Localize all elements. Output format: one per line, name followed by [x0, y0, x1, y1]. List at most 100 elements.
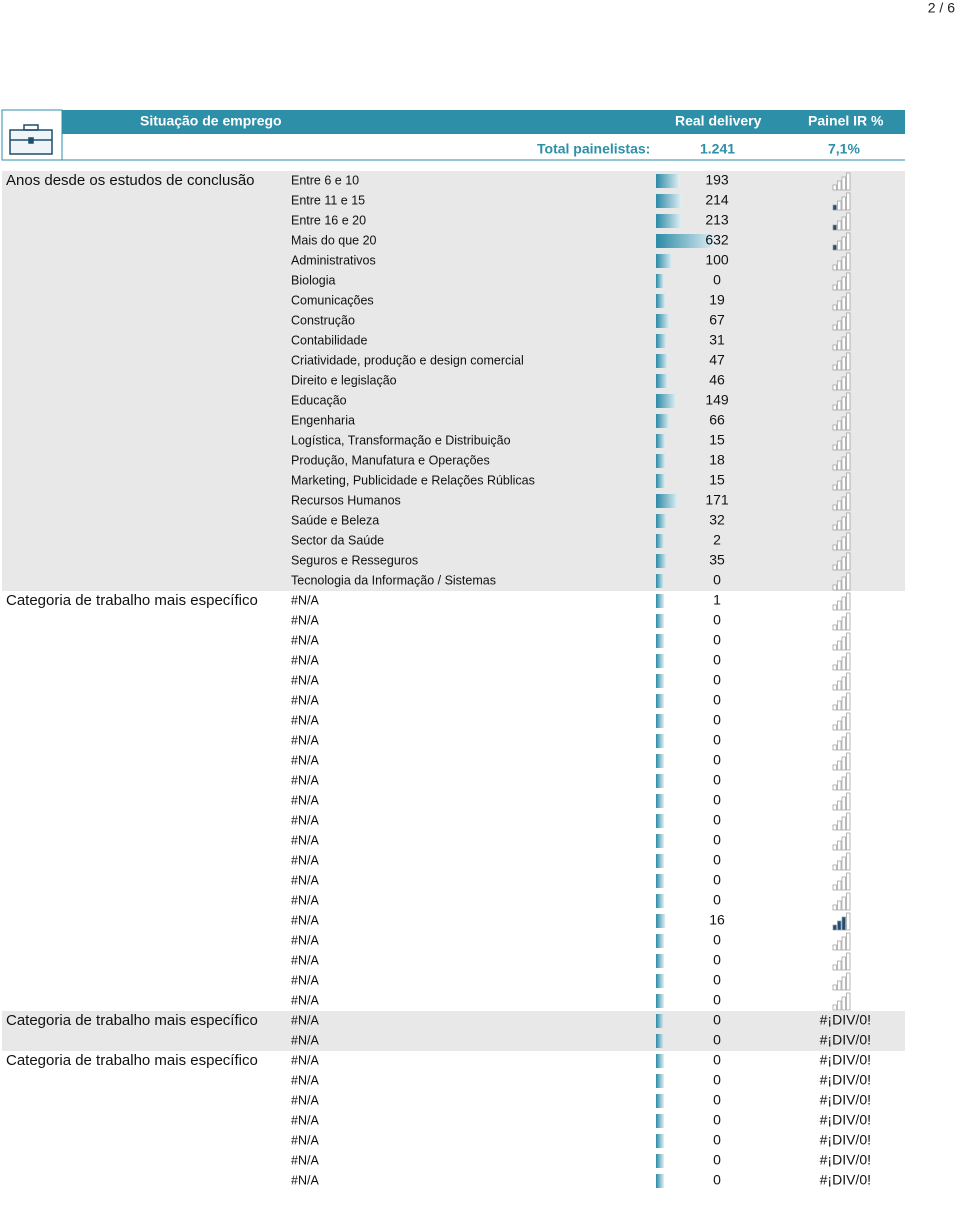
signal-bar	[832, 744, 837, 751]
data-bar	[656, 934, 664, 948]
row-label: #N/A	[291, 1173, 319, 1187]
data-bar	[656, 994, 664, 1008]
title: Situação de emprego	[140, 113, 282, 129]
row-label: #N/A	[291, 1033, 319, 1047]
data-bar	[656, 974, 664, 988]
row-value: 0	[713, 632, 721, 648]
col-painel: Painel IR %	[808, 113, 884, 129]
signal-bar	[837, 680, 842, 691]
row-value: 0	[713, 1012, 721, 1028]
row-value: 0	[713, 1032, 721, 1048]
row-value: 15	[709, 432, 725, 448]
signal-bar	[846, 832, 851, 851]
data-bar	[656, 194, 682, 208]
signal-bar	[837, 800, 842, 811]
row-label: Logística, Transformação e Distribuição	[291, 433, 511, 447]
signal-bar	[832, 484, 837, 491]
group-label: Categoria de trabalho mais específico	[6, 1052, 258, 1069]
signal-bar	[841, 556, 846, 571]
signal-bar	[832, 304, 837, 311]
signal-bar	[841, 676, 846, 691]
signal-bar	[841, 216, 846, 231]
signal-bar	[832, 384, 837, 391]
signal-bar	[841, 756, 846, 771]
row-label: #N/A	[291, 1013, 319, 1027]
row-value: 171	[705, 492, 729, 508]
row-pct: #¡DIV/0!	[820, 1172, 871, 1188]
signal-bar	[832, 344, 837, 351]
signal-bar	[832, 524, 837, 531]
row-value: 0	[713, 812, 721, 828]
signal-bar	[837, 760, 842, 771]
row-value: 46	[709, 372, 725, 388]
data-bar	[656, 634, 664, 648]
data-bar	[656, 874, 664, 888]
signal-bar	[832, 824, 837, 831]
row-label: #N/A	[291, 953, 319, 967]
row-pct: #¡DIV/0!	[820, 1052, 871, 1068]
signal-bar	[846, 972, 851, 991]
row-label: Entre 11 e 15	[291, 193, 365, 207]
signal-bar	[846, 952, 851, 971]
data-bar	[656, 1174, 664, 1188]
total-value: 1.241	[700, 141, 735, 157]
signal-bar	[837, 1000, 842, 1011]
row-pct: #¡DIV/0!	[820, 1152, 871, 1168]
data-bar	[656, 794, 664, 808]
signal-bar	[832, 884, 837, 891]
signal-bar	[841, 716, 846, 731]
signal-bar	[841, 816, 846, 831]
signal-bar	[837, 840, 842, 851]
signal-bar	[841, 396, 846, 411]
data-bar	[656, 1094, 664, 1108]
data-bar	[656, 414, 670, 428]
row-label: #N/A	[291, 893, 319, 907]
data-bar	[656, 374, 668, 388]
row-value: 0	[713, 1152, 721, 1168]
signal-bar	[837, 480, 842, 491]
row-value: 0	[713, 712, 721, 728]
signal-bar	[841, 896, 846, 911]
row-value: 0	[713, 852, 721, 868]
row-value: 0	[713, 272, 721, 288]
signal-bar	[846, 672, 851, 691]
data-bar	[656, 714, 664, 728]
row-value: 100	[705, 252, 729, 268]
data-bar	[656, 674, 664, 688]
signal-bar	[846, 892, 851, 911]
signal-bar	[841, 696, 846, 711]
signal-bar	[832, 964, 837, 971]
row-label: Produção, Manufatura e Operações	[291, 453, 490, 467]
signal-bar	[841, 636, 846, 651]
data-bar	[656, 1134, 664, 1148]
signal-bar	[846, 392, 851, 411]
row-label: #N/A	[291, 1133, 319, 1147]
group-bg	[2, 171, 905, 591]
row-value: 193	[705, 172, 729, 188]
signal-bar	[837, 320, 842, 331]
signal-bar	[832, 804, 837, 811]
signal-bar	[832, 504, 837, 511]
data-bar	[656, 534, 665, 548]
row-label: Marketing, Publicidade e Relações Rúblic…	[291, 473, 535, 487]
data-bar	[656, 1034, 664, 1048]
signal-bar	[846, 992, 851, 1011]
row-label: Entre 6 e 10	[291, 173, 359, 187]
signal-bar	[832, 444, 837, 451]
data-bar	[656, 474, 666, 488]
data-bar	[656, 754, 664, 768]
row-label: #N/A	[291, 753, 319, 767]
row-label: #N/A	[291, 593, 319, 607]
signal-bar	[846, 852, 851, 871]
row-label: #N/A	[291, 873, 319, 887]
row-label: #N/A	[291, 773, 319, 787]
signal-bar	[841, 476, 846, 491]
signal-bar	[832, 624, 837, 631]
row-label: #N/A	[291, 633, 319, 647]
signal-bar	[841, 536, 846, 551]
signal-bar	[846, 452, 851, 471]
row-label: Mais do que 20	[291, 233, 377, 247]
signal-bar	[846, 412, 851, 431]
signal-bar	[837, 220, 842, 231]
row-label: #N/A	[291, 653, 319, 667]
